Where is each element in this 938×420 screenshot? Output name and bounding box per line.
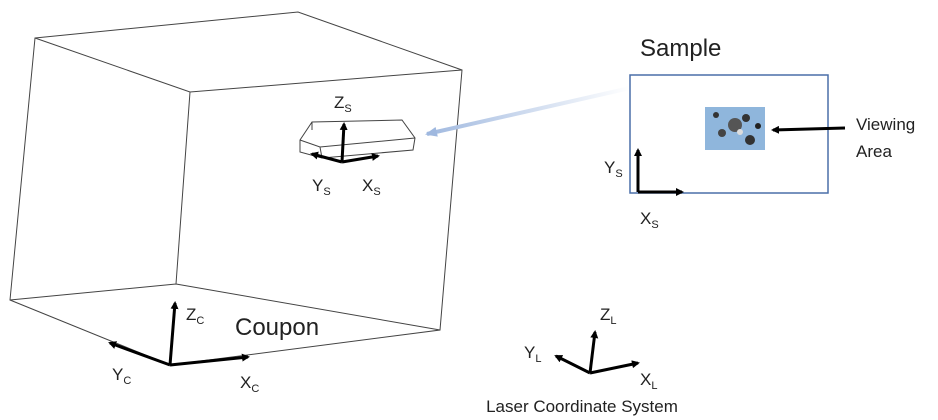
axis-label: XS	[640, 209, 659, 231]
axis-label: XS	[362, 176, 381, 198]
viewing-area-label: Area	[856, 142, 892, 161]
sample-box	[300, 120, 415, 162]
viewing-area-image	[705, 107, 765, 150]
laser-axes	[556, 332, 638, 373]
axis-label: YS	[604, 158, 623, 180]
sample-label: Sample	[640, 35, 721, 62]
sample-2d-axes	[638, 150, 682, 192]
axis-label: ZC	[186, 305, 204, 327]
axis-label: ZL	[600, 305, 617, 327]
axis-label: YS	[312, 176, 331, 198]
axis-label: XC	[240, 373, 259, 395]
callout-arrow	[427, 88, 630, 134]
viewing-arrow	[773, 128, 845, 130]
axis-label: XL	[640, 370, 657, 392]
axis-label: ZS	[334, 93, 352, 115]
laser-label: Laser Coordinate System	[486, 397, 678, 416]
coupon-cube	[10, 12, 462, 365]
viewing-area-label: Viewing	[856, 115, 915, 134]
coupon-axes	[110, 303, 248, 365]
axis-label: YC	[112, 365, 131, 387]
axis-label: YL	[524, 343, 541, 365]
diagram: ZC XC YC Coupon ZS XS YS Sample Viewing …	[0, 0, 938, 420]
coupon-label: Coupon	[235, 314, 319, 341]
